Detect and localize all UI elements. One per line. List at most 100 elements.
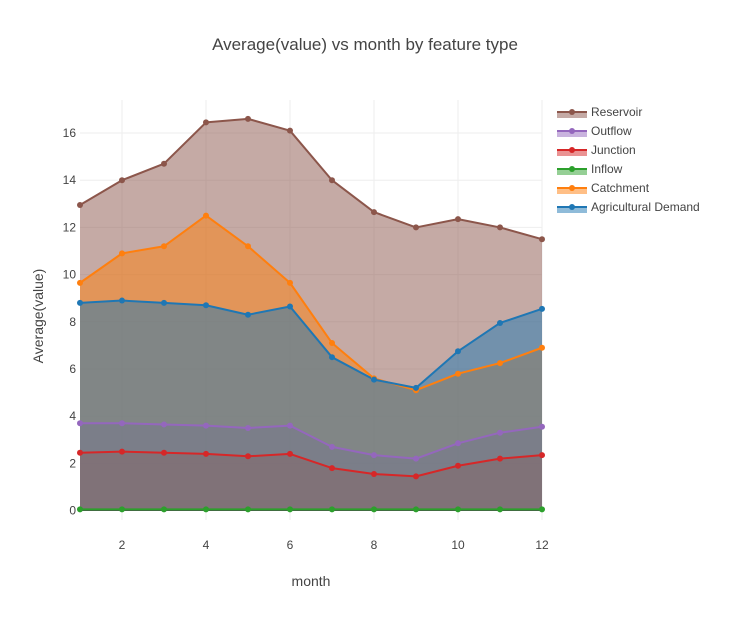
point-agricultural-demand-2[interactable]: [119, 297, 125, 304]
y-tick-label: 10: [63, 268, 77, 282]
legend-label: Catchment: [591, 181, 650, 195]
point-junction-4[interactable]: [203, 450, 209, 457]
point-outflow-10[interactable]: [455, 440, 461, 447]
point-reservoir-2[interactable]: [119, 177, 125, 184]
point-inflow-8[interactable]: [371, 506, 377, 513]
point-reservoir-3[interactable]: [161, 160, 167, 167]
area-agricultural-demand[interactable]: [80, 300, 542, 511]
x-tick-label: 4: [203, 538, 210, 552]
axes: 2 4 6 8 10 12 0 2 4 6 8 10 12 14 16: [63, 126, 549, 552]
point-reservoir-5[interactable]: [245, 115, 251, 122]
point-inflow-4[interactable]: [203, 506, 209, 513]
point-inflow-1[interactable]: [77, 506, 83, 513]
point-inflow-5[interactable]: [245, 506, 251, 513]
point-inflow-3[interactable]: [161, 506, 167, 513]
point-catchment-11[interactable]: [497, 360, 503, 367]
point-inflow-7[interactable]: [329, 506, 335, 513]
point-agricultural-demand-6[interactable]: [287, 303, 293, 310]
point-inflow-10[interactable]: [455, 506, 461, 513]
point-reservoir-10[interactable]: [455, 216, 461, 223]
point-catchment-10[interactable]: [455, 370, 461, 377]
y-axis-title: Average(value): [30, 269, 46, 364]
point-junction-6[interactable]: [287, 450, 293, 457]
y-tick-label: 0: [69, 504, 76, 518]
point-outflow-2[interactable]: [119, 420, 125, 427]
y-tick-label: 8: [69, 315, 76, 329]
point-catchment-5[interactable]: [245, 243, 251, 250]
point-reservoir-11[interactable]: [497, 224, 503, 231]
point-agricultural-demand-8[interactable]: [371, 376, 377, 383]
point-outflow-9[interactable]: [413, 455, 419, 462]
legend-item-inflow[interactable]: Inflow: [557, 162, 623, 176]
legend[interactable]: Reservoir Outflow Junction Inflow Catchment A…: [557, 105, 700, 214]
x-tick-label: 12: [535, 538, 549, 552]
point-agricultural-demand-1[interactable]: [77, 299, 83, 306]
point-catchment-1[interactable]: [77, 279, 83, 286]
point-outflow-4[interactable]: [203, 422, 209, 429]
point-outflow-1[interactable]: [77, 420, 83, 427]
legend-marker: [569, 128, 575, 134]
legend-item-agricultural-demand[interactable]: Agricultural Demand: [557, 200, 700, 214]
point-catchment-12[interactable]: [539, 344, 545, 351]
point-outflow-11[interactable]: [497, 429, 503, 436]
point-agricultural-demand-7[interactable]: [329, 354, 335, 361]
point-junction-5[interactable]: [245, 453, 251, 460]
legend-marker: [569, 147, 575, 153]
point-agricultural-demand-9[interactable]: [413, 384, 419, 391]
point-catchment-2[interactable]: [119, 250, 125, 257]
point-junction-9[interactable]: [413, 473, 419, 480]
chart-title: Average(value) vs month by feature type: [212, 35, 518, 54]
point-reservoir-9[interactable]: [413, 224, 419, 231]
legend-item-outflow[interactable]: Outflow: [557, 124, 632, 138]
point-agricultural-demand-4[interactable]: [203, 302, 209, 309]
point-catchment-3[interactable]: [161, 243, 167, 250]
point-junction-2[interactable]: [119, 448, 125, 455]
point-outflow-5[interactable]: [245, 424, 251, 431]
point-inflow-12[interactable]: [539, 506, 545, 513]
point-catchment-4[interactable]: [203, 212, 209, 219]
point-junction-7[interactable]: [329, 465, 335, 472]
legend-item-catchment[interactable]: Catchment: [557, 181, 650, 195]
point-reservoir-6[interactable]: [287, 127, 293, 134]
point-outflow-8[interactable]: [371, 452, 377, 459]
point-junction-3[interactable]: [161, 449, 167, 456]
point-reservoir-1[interactable]: [77, 202, 83, 208]
point-reservoir-8[interactable]: [371, 209, 377, 216]
point-reservoir-4[interactable]: [203, 119, 209, 126]
point-agricultural-demand-3[interactable]: [161, 299, 167, 306]
legend-item-junction[interactable]: Junction: [557, 143, 636, 157]
area-fills: [80, 118, 542, 511]
point-reservoir-12[interactable]: [539, 236, 545, 243]
y-tick-label: 12: [63, 220, 77, 234]
point-agricultural-demand-10[interactable]: [455, 348, 461, 355]
point-outflow-12[interactable]: [539, 423, 545, 430]
point-junction-8[interactable]: [371, 470, 377, 477]
point-outflow-7[interactable]: [329, 443, 335, 450]
legend-marker: [569, 166, 575, 172]
legend-item-reservoir[interactable]: Reservoir: [557, 105, 642, 119]
point-junction-12[interactable]: [539, 452, 545, 459]
point-agricultural-demand-11[interactable]: [497, 319, 503, 326]
x-tick-label: 6: [287, 538, 294, 552]
y-tick-label: 14: [63, 173, 77, 187]
point-inflow-6[interactable]: [287, 506, 293, 513]
point-inflow-9[interactable]: [413, 506, 419, 513]
line-catchment: [79, 214, 543, 392]
point-agricultural-demand-12[interactable]: [539, 305, 545, 312]
point-catchment-7[interactable]: [329, 340, 335, 347]
point-catchment-6[interactable]: [287, 279, 293, 286]
point-junction-1[interactable]: [77, 449, 83, 456]
point-junction-11[interactable]: [497, 455, 503, 462]
point-junction-10[interactable]: [455, 462, 461, 469]
point-inflow-11[interactable]: [497, 506, 503, 513]
point-reservoir-7[interactable]: [329, 177, 335, 184]
point-outflow-3[interactable]: [161, 421, 167, 428]
point-agricultural-demand-5[interactable]: [245, 311, 251, 318]
point-inflow-2[interactable]: [119, 506, 125, 513]
y-tick-label: 6: [69, 362, 76, 376]
legend-label: Agricultural Demand: [591, 200, 700, 214]
point-outflow-6[interactable]: [287, 422, 293, 429]
line-outflow: [80, 422, 543, 460]
y-tick-label: 2: [69, 456, 76, 470]
